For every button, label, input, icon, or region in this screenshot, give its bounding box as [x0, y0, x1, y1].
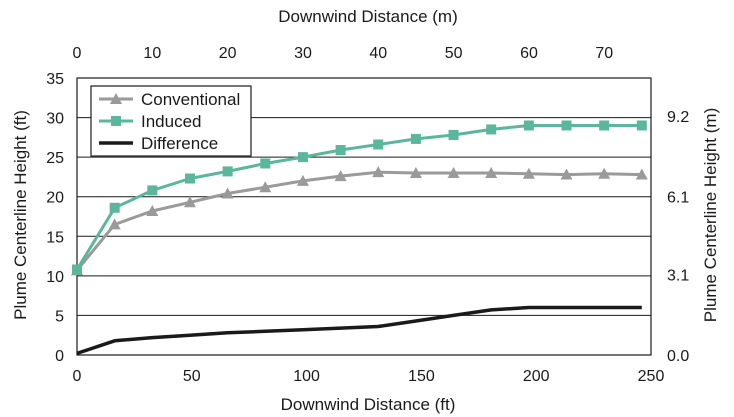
plot-frame: [76, 77, 652, 356]
tick-labels: 0 50 100 150 200 250 0 10 20 30 40 50 60 70 0 5 10 15 20 25…: [46, 45, 689, 385]
x2-axis-title: Downwind Distance (m): [278, 7, 458, 26]
x2-tick-label: 60: [520, 45, 538, 62]
series-group: [71, 120, 648, 356]
y-tick-label: 20: [46, 190, 64, 207]
point-induced: [410, 133, 421, 144]
x-tick-label: 0: [73, 368, 82, 385]
legend-marker-induced: [111, 116, 121, 126]
point-conventional: [409, 166, 422, 178]
point-induced: [599, 120, 610, 131]
y-tick-label: 30: [46, 111, 64, 128]
y2-tick-label: 3.1: [667, 268, 689, 285]
point-induced: [297, 152, 308, 163]
x2-tick-label: 40: [369, 45, 387, 62]
point-induced: [222, 166, 233, 177]
series-line-difference: [76, 305, 642, 356]
point-induced: [636, 120, 647, 131]
x-tick-label: 150: [408, 368, 435, 385]
legend-label-induced: Induced: [141, 112, 202, 131]
point-induced: [523, 120, 534, 131]
point-induced: [448, 129, 459, 140]
point-conventional: [522, 167, 535, 179]
point-induced: [72, 264, 82, 275]
y-axis-title: Plume Centerline Height (ft): [11, 110, 30, 320]
point-conventional: [372, 166, 385, 178]
point-induced: [184, 173, 195, 184]
x2-tick-label: 30: [294, 45, 312, 62]
x2-tick-label: 70: [595, 45, 613, 62]
y2-tick-label: 9.2: [667, 109, 689, 126]
x-tick-label: 50: [183, 368, 201, 385]
y-tick-label: 35: [46, 71, 64, 88]
plot-border: [76, 77, 652, 356]
x-tick-label: 250: [638, 368, 665, 385]
x-axis-title: Downwind Distance (ft): [281, 395, 456, 414]
point-conventional: [259, 181, 272, 193]
legend-label-difference: Difference: [141, 134, 218, 153]
y2-tick-label: 6.1: [667, 190, 689, 207]
series-line-induced: [75, 124, 642, 271]
x-tick-label: 200: [523, 368, 550, 385]
point-induced: [335, 145, 346, 156]
x2-tick-label: 10: [143, 45, 161, 62]
x-tick-label: 100: [293, 368, 320, 385]
point-conventional: [221, 187, 234, 199]
x2-tick-label: 50: [445, 45, 463, 62]
y2-tick-label: 0.0: [667, 348, 689, 365]
legend-marker-conventional: [110, 93, 122, 104]
legend: Conventional Induced Difference: [90, 85, 252, 157]
point-conventional: [146, 204, 159, 216]
x2-tick-label: 0: [73, 45, 82, 62]
y-tick-label: 10: [46, 269, 64, 286]
point-induced: [260, 158, 271, 169]
point-conventional: [560, 168, 573, 180]
legend-label-conventional: Conventional: [141, 90, 240, 109]
x2-tick-label: 20: [219, 45, 237, 62]
y-tick-label: 5: [55, 308, 64, 325]
point-conventional: [447, 166, 460, 178]
y-tick-label: 25: [46, 150, 64, 167]
point-conventional: [485, 166, 498, 178]
point-induced: [486, 124, 497, 135]
point-induced: [109, 202, 120, 213]
point-conventional: [598, 167, 611, 179]
point-induced: [561, 120, 572, 131]
y2-axis-title: Plume Centerline Height (m): [701, 108, 720, 322]
point-conventional: [296, 174, 309, 186]
point-induced: [373, 139, 384, 150]
point-conventional: [635, 168, 648, 180]
point-conventional: [334, 170, 347, 182]
point-induced: [147, 185, 158, 196]
series-line-conventional: [75, 170, 642, 272]
y-tick-label: 0: [55, 348, 64, 365]
point-conventional: [183, 196, 196, 208]
point-conventional: [108, 218, 121, 230]
y-tick-label: 15: [46, 229, 64, 246]
